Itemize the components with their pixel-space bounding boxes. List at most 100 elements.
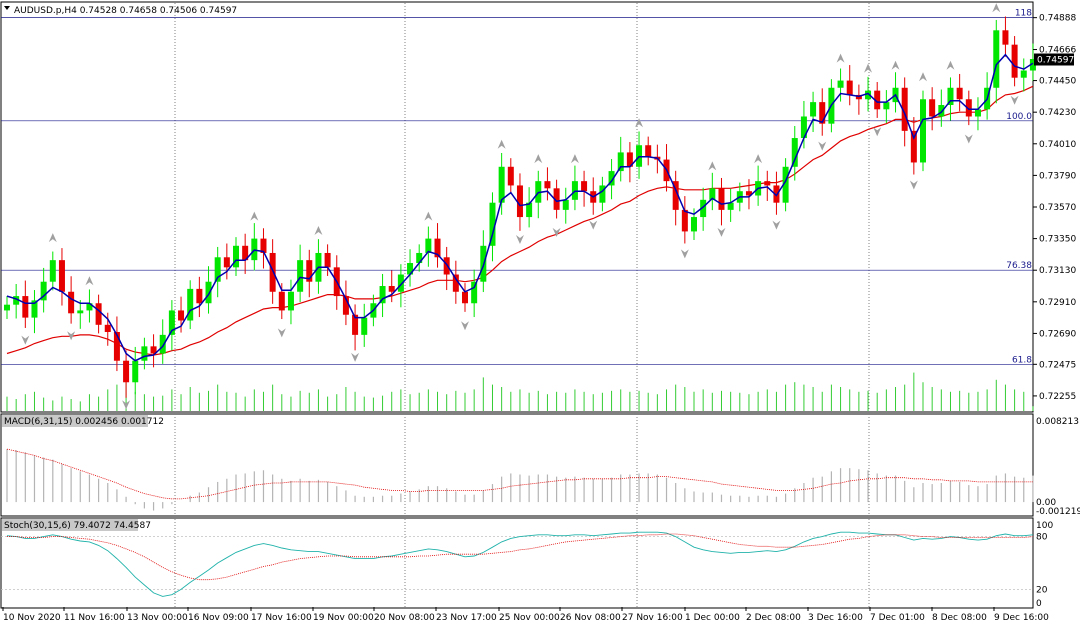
bull-candle: [562, 199, 569, 210]
bear-candle: [324, 252, 331, 268]
fib-level-label: 100.0: [1006, 112, 1032, 122]
fractal-up-icon: [424, 211, 433, 221]
bear-candle: [104, 324, 111, 332]
bear-candle: [452, 274, 459, 292]
bear-candle: [95, 303, 102, 325]
bull-candle: [489, 202, 496, 246]
fractal-down-icon: [589, 220, 598, 230]
stoch-tick-label: 80: [1036, 533, 1048, 543]
bull-candle: [498, 166, 505, 203]
fractal-up-icon: [992, 3, 1001, 13]
bull-candle: [132, 360, 139, 383]
bull-candle: [4, 304, 10, 311]
slow-ma: [6, 85, 1034, 356]
fractal-down-icon: [461, 321, 469, 331]
bull-candle: [883, 102, 890, 110]
stoch-signal: [7, 533, 1033, 581]
bear-candle: [764, 181, 771, 186]
bull-candle: [471, 281, 478, 304]
macd-tick-label: 0.00: [1036, 498, 1056, 508]
fib-level-label: 76.38: [1006, 261, 1032, 271]
fractal-up-icon: [314, 225, 323, 235]
bull-candle: [214, 257, 221, 282]
price-tick-label: 0.72475: [1039, 360, 1076, 370]
time-tick-label: 3 Dec 16:00: [808, 613, 863, 623]
macd-axis: 0.008213 0.00-0.001219: [1036, 417, 1080, 517]
bear-candle: [745, 191, 752, 196]
fractal-up-icon: [570, 154, 579, 164]
time-tick-label: 16 Nov 09:00: [188, 613, 249, 623]
bull-candle: [40, 281, 47, 301]
fractal-down-icon: [680, 249, 689, 259]
bull-candle: [727, 202, 734, 210]
price-tick-label: 0.74450: [1039, 77, 1076, 87]
bull-candle: [791, 138, 798, 167]
bull-candle: [397, 274, 404, 292]
time-tick-label: 7 Dec 01:00: [870, 613, 925, 623]
macd-histogram: [6, 449, 1034, 511]
fractal-down-icon: [277, 328, 286, 338]
bear-candle: [544, 181, 551, 189]
bear-candle: [929, 99, 936, 117]
fib-level-label: 118: [1015, 9, 1032, 19]
bear-candle: [269, 252, 276, 292]
bull-candle: [800, 116, 807, 139]
macd-title-bg: [2, 415, 148, 427]
bull-candle: [938, 105, 945, 117]
stoch-panel-frame: [0, 517, 1034, 609]
stoch-tick-label: 0: [1036, 599, 1042, 609]
stoch-tick-label: 20: [1036, 585, 1048, 595]
macd-panel-frame: [0, 413, 1034, 517]
bull-candle: [709, 188, 716, 200]
fractal-down-icon: [351, 352, 360, 362]
price-tick-label: 0.72255: [1039, 392, 1076, 402]
time-axis: 10 Nov 2020 11 Nov 16:00 13 Nov 00:00 16 No…: [2, 607, 1049, 623]
time-tick-label: 10 Nov 2020: [3, 613, 61, 623]
bear-candle: [581, 181, 588, 192]
fractal-up-icon: [708, 161, 717, 171]
bear-candle: [516, 185, 523, 218]
bull-candle: [700, 199, 707, 218]
bull-candle: [159, 334, 166, 354]
current-price-box: [1034, 53, 1074, 66]
fractal-down-icon: [964, 134, 973, 144]
bear-candle: [626, 152, 633, 167]
time-tick-label: 11 Nov 16:00: [64, 613, 125, 623]
stoch-title-bg: [2, 519, 138, 531]
bear-candle: [260, 238, 267, 253]
time-tick-label: 13 Nov 00:00: [127, 613, 188, 623]
time-tick-label: 19 Nov 00:00: [313, 613, 374, 623]
bull-candle: [865, 90, 872, 100]
stoch-levels: [1, 536, 1033, 590]
price-tick-label: 0.73790: [1039, 171, 1076, 181]
price-tick-label: 0.72690: [1039, 329, 1076, 339]
bear-candle: [553, 188, 560, 210]
bear-candle: [507, 166, 514, 186]
stoch-title: Stoch(30,15,6) 79.4072 74.4587: [4, 521, 151, 531]
bear-candle: [681, 209, 688, 232]
bull-candle: [947, 87, 954, 105]
time-tick-label: 8 Dec 08:00: [932, 613, 987, 623]
time-tick-label: 9 Dec 16:00: [994, 613, 1049, 623]
fractal-down-icon: [909, 180, 918, 190]
bear-candle: [306, 260, 313, 282]
bear-candle: [956, 87, 963, 100]
window-title: AUDUSD.p,H4 0.74528 0.74658 0.74506 0.74…: [14, 6, 237, 16]
bull-candle: [379, 286, 386, 304]
fib-levels: 118 100.0 76.38 61.8: [1, 9, 1033, 365]
fractal-up-icon: [754, 154, 763, 164]
fractal-down-icon: [21, 335, 30, 345]
bull-candle: [974, 109, 981, 117]
time-tick-label: 27 Nov 16:00: [622, 613, 683, 623]
bear-candle: [58, 260, 65, 292]
macd-signal-line: [6, 448, 1033, 500]
bear-candle: [278, 291, 285, 311]
bull-candle: [407, 263, 414, 275]
triangle-down-icon[interactable]: [4, 6, 10, 10]
bull-candle: [599, 185, 606, 203]
bear-candle: [1002, 30, 1009, 45]
bull-candle: [526, 202, 533, 218]
price-tick-label: 0.72910: [1039, 298, 1076, 308]
time-tick-label: 25 Nov 00:00: [499, 613, 560, 623]
fib-level-label: 61.8: [1012, 355, 1032, 365]
